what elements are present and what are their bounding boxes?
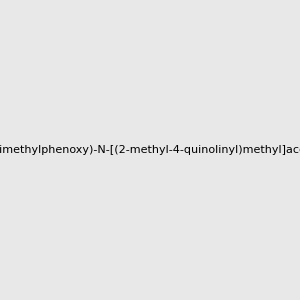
Text: 2-(3,5-dimethylphenoxy)-N-[(2-methyl-4-quinolinyl)methyl]acetamide: 2-(3,5-dimethylphenoxy)-N-[(2-methyl-4-q… — [0, 145, 300, 155]
